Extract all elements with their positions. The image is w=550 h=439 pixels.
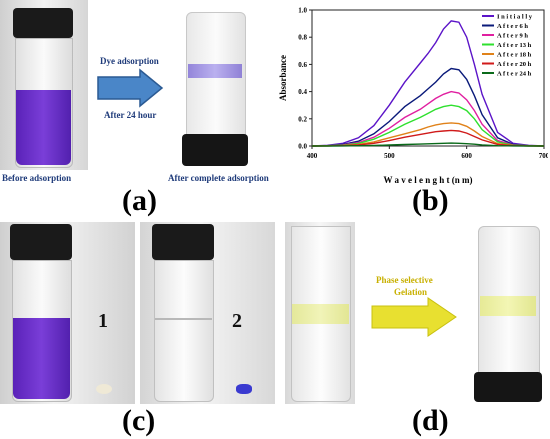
purple-dye-solution: [16, 90, 71, 165]
yellow-arrow-icon: [371, 297, 457, 337]
y-tick-label: 0.6: [298, 61, 307, 69]
y-tick-label: 0.2: [298, 115, 307, 123]
arrow-label-after-24-hour: After 24 hour: [104, 110, 157, 120]
vial-cap: [13, 8, 73, 38]
x-tick-label: 500: [384, 152, 395, 160]
purple-gel-layer: [188, 64, 242, 78]
absorbance-chart: 400 500 600 700 0.0 0.2 0.4 0.6 0.8 1.0 I n i t i…: [278, 7, 548, 186]
dyed-xerogel-sample: [236, 384, 252, 394]
yellow-gel-layer: [480, 296, 536, 316]
arrow-label-phase-selective: Phase selective: [376, 275, 433, 285]
panel-label-b: (b): [412, 184, 449, 217]
purple-dye-solution: [13, 318, 70, 399]
legend-label-1: A f t e r 6 h: [497, 23, 528, 30]
dye-adsorption-arrow: [96, 68, 164, 108]
vial-photo-oil-water: [285, 222, 355, 404]
vial-cap: [10, 224, 72, 260]
xerogel-sample: [96, 384, 112, 394]
series-line-2: [311, 90, 545, 147]
series-line-0: [311, 20, 545, 147]
legend-label-4: A f t e r 18 h: [497, 52, 532, 59]
plot-area: [311, 9, 545, 147]
x-axis-label: W a v e l e n g h t (n m): [383, 175, 472, 185]
arrow-label-dye-adsorption: Dye adsorption: [100, 56, 159, 66]
x-tick-label: 400: [307, 152, 318, 160]
legend-label-5: A f t e r 20 h: [497, 61, 532, 68]
vial-photo-after: [170, 0, 262, 170]
y-tick-label: 1.0: [298, 7, 307, 15]
legend-label-6: A f t e r 24 h: [497, 71, 532, 78]
y-tick-label: 0.8: [298, 34, 307, 42]
x-tick-label: 600: [461, 152, 472, 160]
series-line-5: [311, 129, 545, 147]
series-line-3: [311, 104, 545, 147]
vial-photo-1: [0, 222, 135, 404]
vial-body: [154, 260, 214, 402]
y-axis-label: Absorbance: [278, 55, 288, 101]
y-tick-label: 0.0: [298, 143, 307, 151]
blue-arrow-icon: [97, 68, 164, 108]
arrow-label-gelation: Gelation: [394, 287, 427, 297]
vial-photo-inverted-gel: [466, 222, 550, 404]
legend-label-2: A f t e r 9 h: [497, 33, 528, 40]
vial-photo-2: [140, 222, 275, 404]
vial-cap: [474, 372, 542, 402]
legend-label-3: A f t e r 13 h: [497, 42, 532, 49]
yellow-oil-layer: [292, 304, 349, 324]
panel-label-a: (a): [122, 184, 157, 217]
vial-number-1: 1: [98, 310, 108, 332]
vial-cap: [182, 134, 248, 166]
phase-selective-arrow: [370, 296, 458, 338]
panel-label-c: (c): [122, 404, 156, 437]
series-line-6: [312, 142, 544, 147]
y-tick-label: 0.4: [298, 88, 307, 96]
vial-number-2: 2: [232, 310, 242, 332]
panel-label-d: (d): [412, 404, 449, 437]
x-tick-label: 700: [539, 152, 548, 160]
legend-label-0: I n i t i a l l y: [497, 14, 533, 21]
vial-cap: [152, 224, 214, 260]
vial-photo-before: [0, 0, 88, 170]
caption-after-complete-adsorption: After complete adsorption: [168, 173, 269, 183]
clear-liquid-line: [155, 318, 212, 320]
caption-before-adsorption: Before adsorption: [2, 173, 72, 183]
series-line-1: [311, 67, 545, 147]
